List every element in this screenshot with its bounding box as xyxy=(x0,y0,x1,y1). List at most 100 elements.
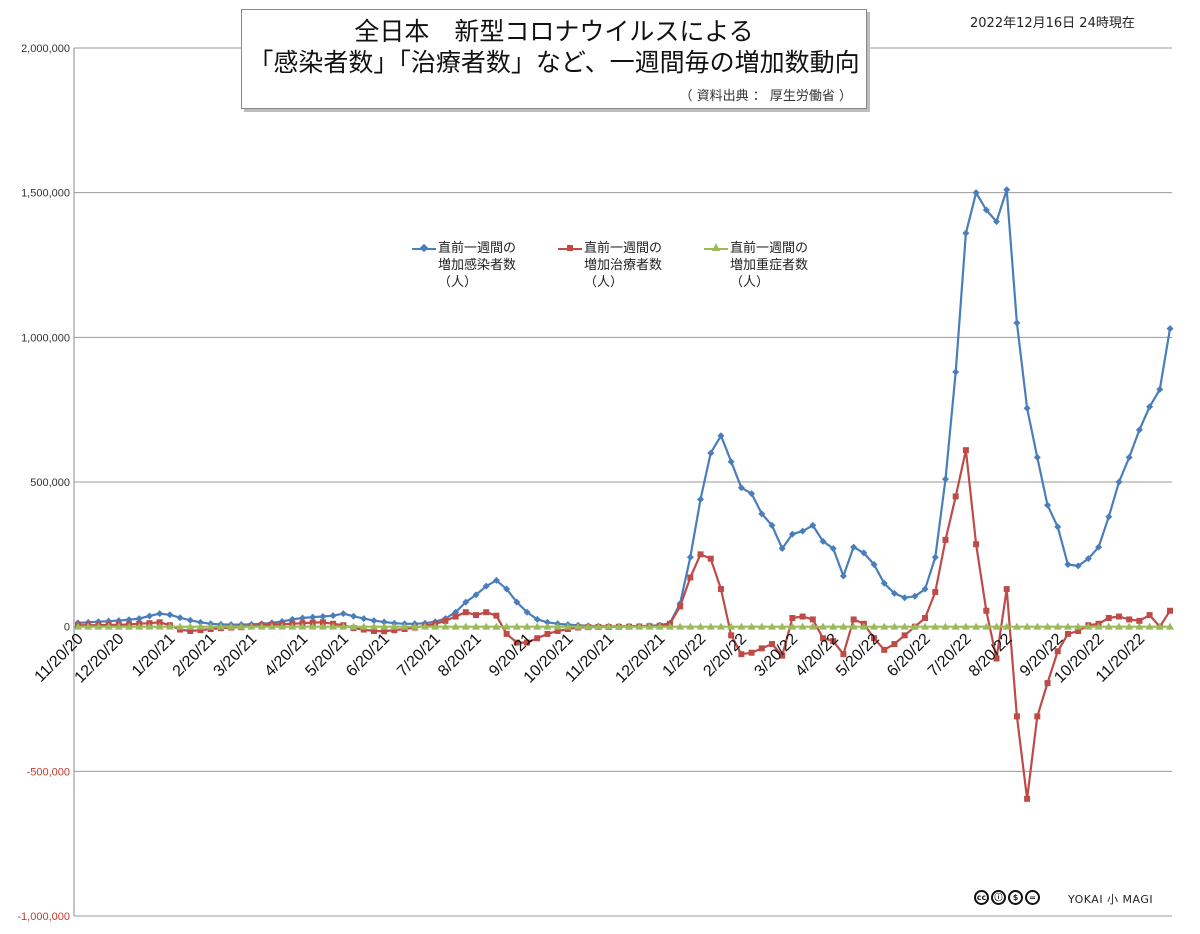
data-point xyxy=(186,616,194,624)
cc-icon: cc xyxy=(974,890,989,905)
data-point xyxy=(1135,622,1144,630)
data-point xyxy=(676,622,685,630)
legend-label-severe: 直前一週間の 増加重症者数 （人） xyxy=(730,241,809,290)
data-point xyxy=(359,622,368,630)
data-point xyxy=(645,622,654,630)
data-point xyxy=(1013,319,1021,327)
data-point xyxy=(758,645,765,652)
data-point xyxy=(625,622,634,630)
data-point xyxy=(206,622,215,630)
data-point xyxy=(716,622,725,630)
data-point xyxy=(1064,560,1072,568)
legend-entry-treatment: 直前一週間の 増加治療者数 （人） xyxy=(558,240,662,291)
data-point xyxy=(747,622,756,630)
data-point xyxy=(482,582,490,590)
x-tick-label: 1/20/22 xyxy=(660,630,710,680)
x-tick-label: 7/20/22 xyxy=(925,630,975,680)
data-point xyxy=(789,614,796,621)
data-point xyxy=(533,615,541,623)
data-point xyxy=(125,622,134,630)
data-point xyxy=(1064,630,1071,637)
data-point xyxy=(1054,523,1062,531)
data-point xyxy=(829,622,838,630)
data-point xyxy=(1053,622,1062,630)
data-point xyxy=(859,622,868,630)
data-point xyxy=(1003,586,1010,593)
data-point xyxy=(1136,617,1143,624)
data-point xyxy=(1033,453,1041,461)
data-point xyxy=(1044,680,1051,687)
data-point xyxy=(227,622,236,630)
data-point xyxy=(1167,607,1173,614)
data-point xyxy=(941,475,949,483)
data-point xyxy=(380,622,389,630)
data-point xyxy=(319,619,326,626)
legend-label-infections: 直前一週間の 増加感染者数 （人） xyxy=(438,241,517,290)
x-tick-label: 3/20/21 xyxy=(211,630,261,680)
data-point xyxy=(534,635,541,642)
data-point xyxy=(778,545,786,553)
data-point xyxy=(1105,513,1113,521)
data-point xyxy=(370,628,377,635)
data-point xyxy=(697,551,704,558)
data-point xyxy=(1012,622,1021,630)
data-point xyxy=(400,622,409,630)
data-point xyxy=(809,521,817,529)
data-point xyxy=(686,553,694,561)
data-point xyxy=(165,622,174,630)
data-point xyxy=(1145,622,1154,630)
data-point xyxy=(758,510,766,518)
data-point xyxy=(1084,555,1092,563)
data-point xyxy=(840,651,847,658)
data-point xyxy=(727,622,736,630)
chart-subtitle: 「感染者数」「治療者数」など、一週間毎の増加数動向 xyxy=(248,48,860,77)
data-point xyxy=(513,598,521,606)
data-point xyxy=(543,618,551,626)
data-point xyxy=(1023,622,1032,630)
data-point xyxy=(604,622,613,630)
data-point xyxy=(1075,628,1082,635)
data-source-note: （ 資料出典 ： 厚生労働省 ） xyxy=(679,89,852,104)
data-point xyxy=(339,622,348,630)
data-point xyxy=(544,630,551,637)
data-point xyxy=(1166,325,1174,333)
data-point xyxy=(1146,403,1154,411)
axes: -1,000,000 -500,000 0 500,000 1,000,000 1,500… xyxy=(17,43,1172,923)
data-point xyxy=(1074,622,1083,630)
data-point xyxy=(554,628,561,635)
data-point xyxy=(983,607,990,614)
data-point xyxy=(788,622,797,630)
data-point xyxy=(839,572,847,580)
x-tick-label: 3/20/22 xyxy=(751,630,801,680)
data-point xyxy=(1043,622,1052,630)
data-point xyxy=(1125,622,1134,630)
data-point xyxy=(503,630,510,637)
data-point xyxy=(687,574,694,581)
data-point xyxy=(156,619,163,626)
data-point xyxy=(135,615,143,623)
data-point xyxy=(962,229,970,237)
data-point xyxy=(462,598,470,606)
data-point xyxy=(768,521,776,529)
data-point xyxy=(420,622,429,630)
data-point xyxy=(462,609,469,616)
data-point xyxy=(329,612,337,620)
data-point xyxy=(779,652,786,659)
data-point xyxy=(788,530,796,538)
data-point xyxy=(870,560,878,568)
data-point xyxy=(94,622,103,630)
data-point xyxy=(492,576,500,584)
data-point xyxy=(942,536,949,543)
chart-title-box: 全日本 新型コロナウイルスによる 「感染者数」「治療者数」など、一週間毎の増加数… xyxy=(241,9,867,109)
data-point xyxy=(697,495,705,503)
data-point xyxy=(84,622,93,630)
data-point xyxy=(849,622,858,630)
data-point xyxy=(768,641,775,648)
data-point xyxy=(717,432,725,440)
data-point xyxy=(901,594,909,602)
data-point xyxy=(523,608,531,616)
data-point xyxy=(410,622,419,630)
series-layer xyxy=(74,186,1174,802)
data-point xyxy=(1166,622,1174,630)
x-tick-label: 8/20/21 xyxy=(435,630,485,680)
